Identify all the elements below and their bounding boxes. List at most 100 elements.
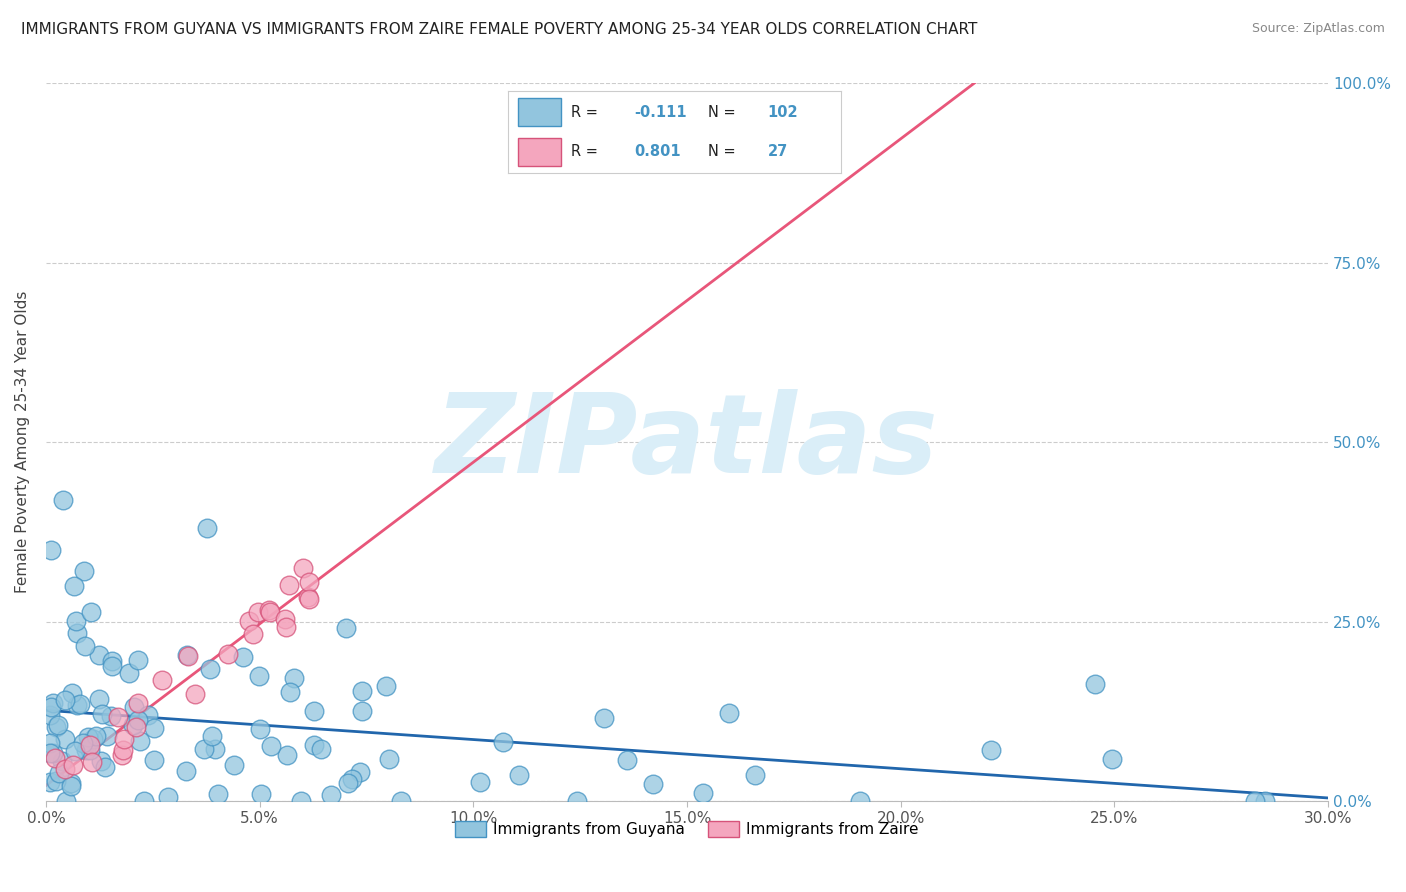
Point <box>143 753 166 767</box>
Point <box>39 775 62 789</box>
Point <box>127 653 149 667</box>
Point <box>127 696 149 710</box>
Point <box>62 579 84 593</box>
Point <box>337 775 360 789</box>
Point <box>567 794 589 808</box>
Point <box>53 693 76 707</box>
Point <box>207 788 229 802</box>
Point <box>321 789 343 803</box>
Point <box>232 649 254 664</box>
Point <box>73 640 96 654</box>
Point <box>260 739 283 754</box>
Point <box>350 704 373 718</box>
Point <box>292 561 315 575</box>
Point <box>274 612 297 626</box>
Point <box>66 625 89 640</box>
Point <box>257 603 280 617</box>
Point <box>60 686 83 700</box>
Point <box>150 673 173 688</box>
Point <box>378 752 401 766</box>
Point <box>468 774 491 789</box>
Point <box>374 679 396 693</box>
Point <box>1244 794 1267 808</box>
Point <box>39 707 62 722</box>
Point <box>87 691 110 706</box>
Text: Source: ZipAtlas.com: Source: ZipAtlas.com <box>1251 22 1385 36</box>
Point <box>124 720 146 734</box>
Point <box>112 732 135 747</box>
Point <box>276 748 298 763</box>
Point <box>122 718 145 732</box>
Point <box>44 751 66 765</box>
Point <box>118 666 141 681</box>
Point <box>335 621 357 635</box>
Point <box>111 743 134 757</box>
Point <box>744 768 766 782</box>
Point <box>94 760 117 774</box>
Point <box>197 521 219 535</box>
Point <box>39 746 62 760</box>
Point <box>45 774 67 789</box>
Legend: Immigrants from Guyana, Immigrants from Zaire: Immigrants from Guyana, Immigrants from … <box>449 815 925 844</box>
Point <box>59 775 82 789</box>
Point <box>69 697 91 711</box>
Point <box>136 708 159 723</box>
Point <box>82 732 104 747</box>
Point <box>100 709 122 723</box>
Point <box>718 706 741 721</box>
Point <box>508 768 530 782</box>
Point <box>60 779 83 793</box>
Point <box>274 619 297 633</box>
Point <box>593 711 616 725</box>
Point <box>247 669 270 683</box>
Point <box>73 564 96 578</box>
Point <box>242 627 264 641</box>
Point <box>641 777 664 791</box>
Point <box>298 575 321 590</box>
Point <box>53 731 76 746</box>
Point <box>298 592 321 607</box>
Point <box>46 718 69 732</box>
Point <box>52 492 75 507</box>
Text: ZIPatlas: ZIPatlas <box>436 389 939 496</box>
Point <box>352 684 374 698</box>
Point <box>62 758 84 772</box>
Point <box>39 736 62 750</box>
Point <box>48 766 70 780</box>
Point <box>278 684 301 698</box>
Point <box>53 762 76 776</box>
Point <box>122 700 145 714</box>
Point <box>39 542 62 557</box>
Point <box>55 794 77 808</box>
Point <box>278 577 301 591</box>
Point <box>389 794 412 808</box>
Point <box>204 742 226 756</box>
Point <box>198 662 221 676</box>
Point <box>980 743 1002 757</box>
Point <box>142 721 165 735</box>
Point <box>176 764 198 779</box>
Point <box>90 755 112 769</box>
Point <box>616 753 638 767</box>
Point <box>107 710 129 724</box>
Point <box>176 648 198 662</box>
Point <box>42 746 65 760</box>
Point <box>349 765 371 780</box>
Point <box>134 794 156 808</box>
Point <box>849 794 872 808</box>
Point <box>101 658 124 673</box>
Text: IMMIGRANTS FROM GUYANA VS IMMIGRANTS FROM ZAIRE FEMALE POVERTY AMONG 25-34 YEAR : IMMIGRANTS FROM GUYANA VS IMMIGRANTS FRO… <box>21 22 977 37</box>
Point <box>692 787 714 801</box>
Point <box>249 722 271 736</box>
Point <box>82 755 104 769</box>
Point <box>51 754 73 768</box>
Point <box>72 736 94 750</box>
Point <box>193 742 215 756</box>
Point <box>224 757 246 772</box>
Point <box>184 687 207 701</box>
Point <box>201 729 224 743</box>
Point <box>304 738 326 752</box>
Point <box>309 742 332 756</box>
Point <box>66 698 89 712</box>
Point <box>63 744 86 758</box>
